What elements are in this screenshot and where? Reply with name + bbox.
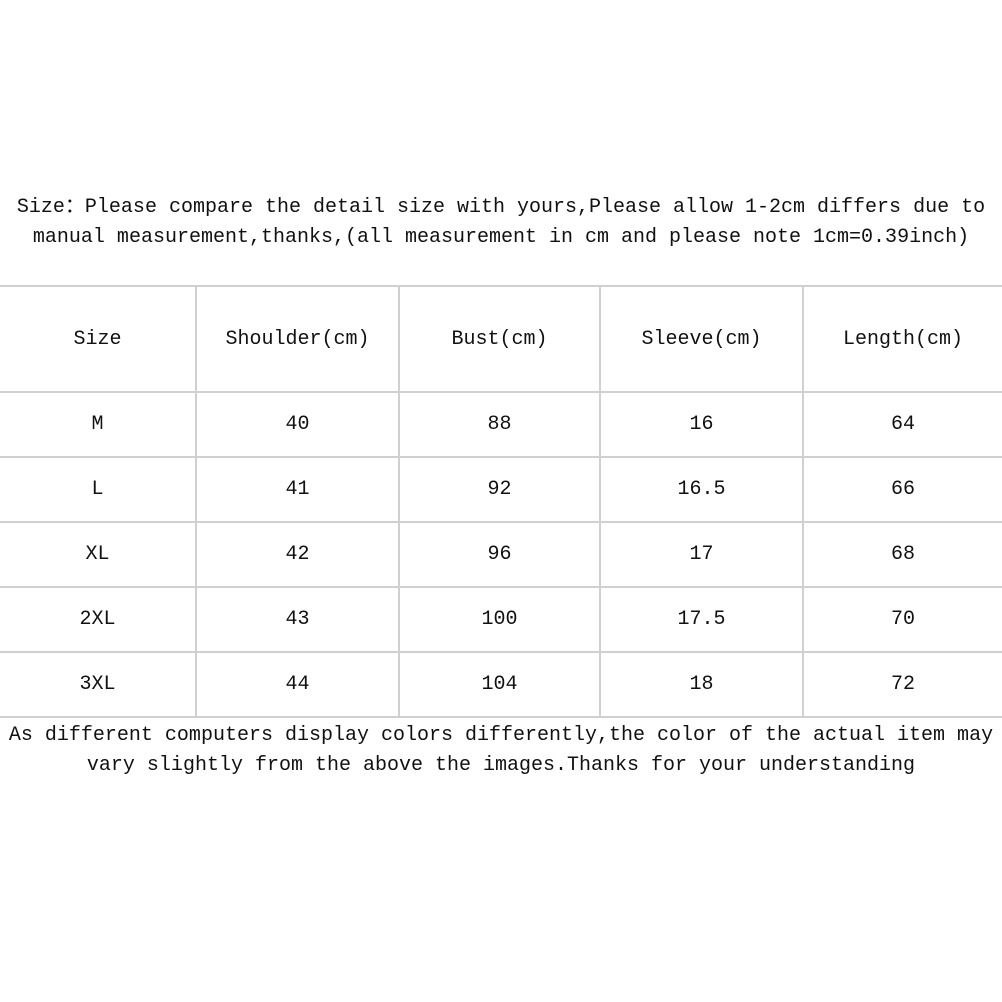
cell-length: 68	[802, 521, 1002, 588]
header-size: Size	[0, 285, 197, 393]
cell-size: L	[0, 456, 197, 523]
size-chart-table: Size Shoulder(cm) Bust(cm) Sleeve(cm) Le…	[0, 285, 1002, 718]
cell-shoulder: 41	[195, 456, 400, 523]
cell-sleeve: 17	[599, 521, 804, 588]
cell-bust: 88	[398, 391, 601, 458]
header-shoulder: Shoulder(cm)	[195, 285, 400, 393]
table-row: M 40 88 16 64	[0, 391, 1002, 458]
cell-bust: 92	[398, 456, 601, 523]
cell-bust: 104	[398, 651, 601, 718]
cell-shoulder: 43	[195, 586, 400, 653]
cell-shoulder: 44	[195, 651, 400, 718]
cell-sleeve: 16.5	[599, 456, 804, 523]
size-note: Size：Please compare the detail size with…	[16, 196, 986, 249]
cell-length: 66	[802, 456, 1002, 523]
header-sleeve: Sleeve(cm)	[599, 285, 804, 393]
table-header-row: Size Shoulder(cm) Bust(cm) Sleeve(cm) Le…	[0, 285, 1002, 393]
table-row: 2XL 43 100 17.5 70	[0, 586, 1002, 653]
table-row: XL 42 96 17 68	[0, 521, 1002, 588]
cell-size: 2XL	[0, 586, 197, 653]
table-row: L 41 92 16.5 66	[0, 456, 1002, 523]
color-disclaimer: As different computers display colors di…	[8, 724, 994, 777]
table-row: 3XL 44 104 18 72	[0, 651, 1002, 718]
cell-bust: 100	[398, 586, 601, 653]
cell-length: 72	[802, 651, 1002, 718]
header-bust: Bust(cm)	[398, 285, 601, 393]
cell-shoulder: 42	[195, 521, 400, 588]
cell-bust: 96	[398, 521, 601, 588]
cell-size: M	[0, 391, 197, 458]
cell-length: 70	[802, 586, 1002, 653]
cell-shoulder: 40	[195, 391, 400, 458]
cell-size: 3XL	[0, 651, 197, 718]
cell-length: 64	[802, 391, 1002, 458]
cell-sleeve: 18	[599, 651, 804, 718]
cell-size: XL	[0, 521, 197, 588]
cell-sleeve: 17.5	[599, 586, 804, 653]
cell-sleeve: 16	[599, 391, 804, 458]
header-length: Length(cm)	[802, 285, 1002, 393]
